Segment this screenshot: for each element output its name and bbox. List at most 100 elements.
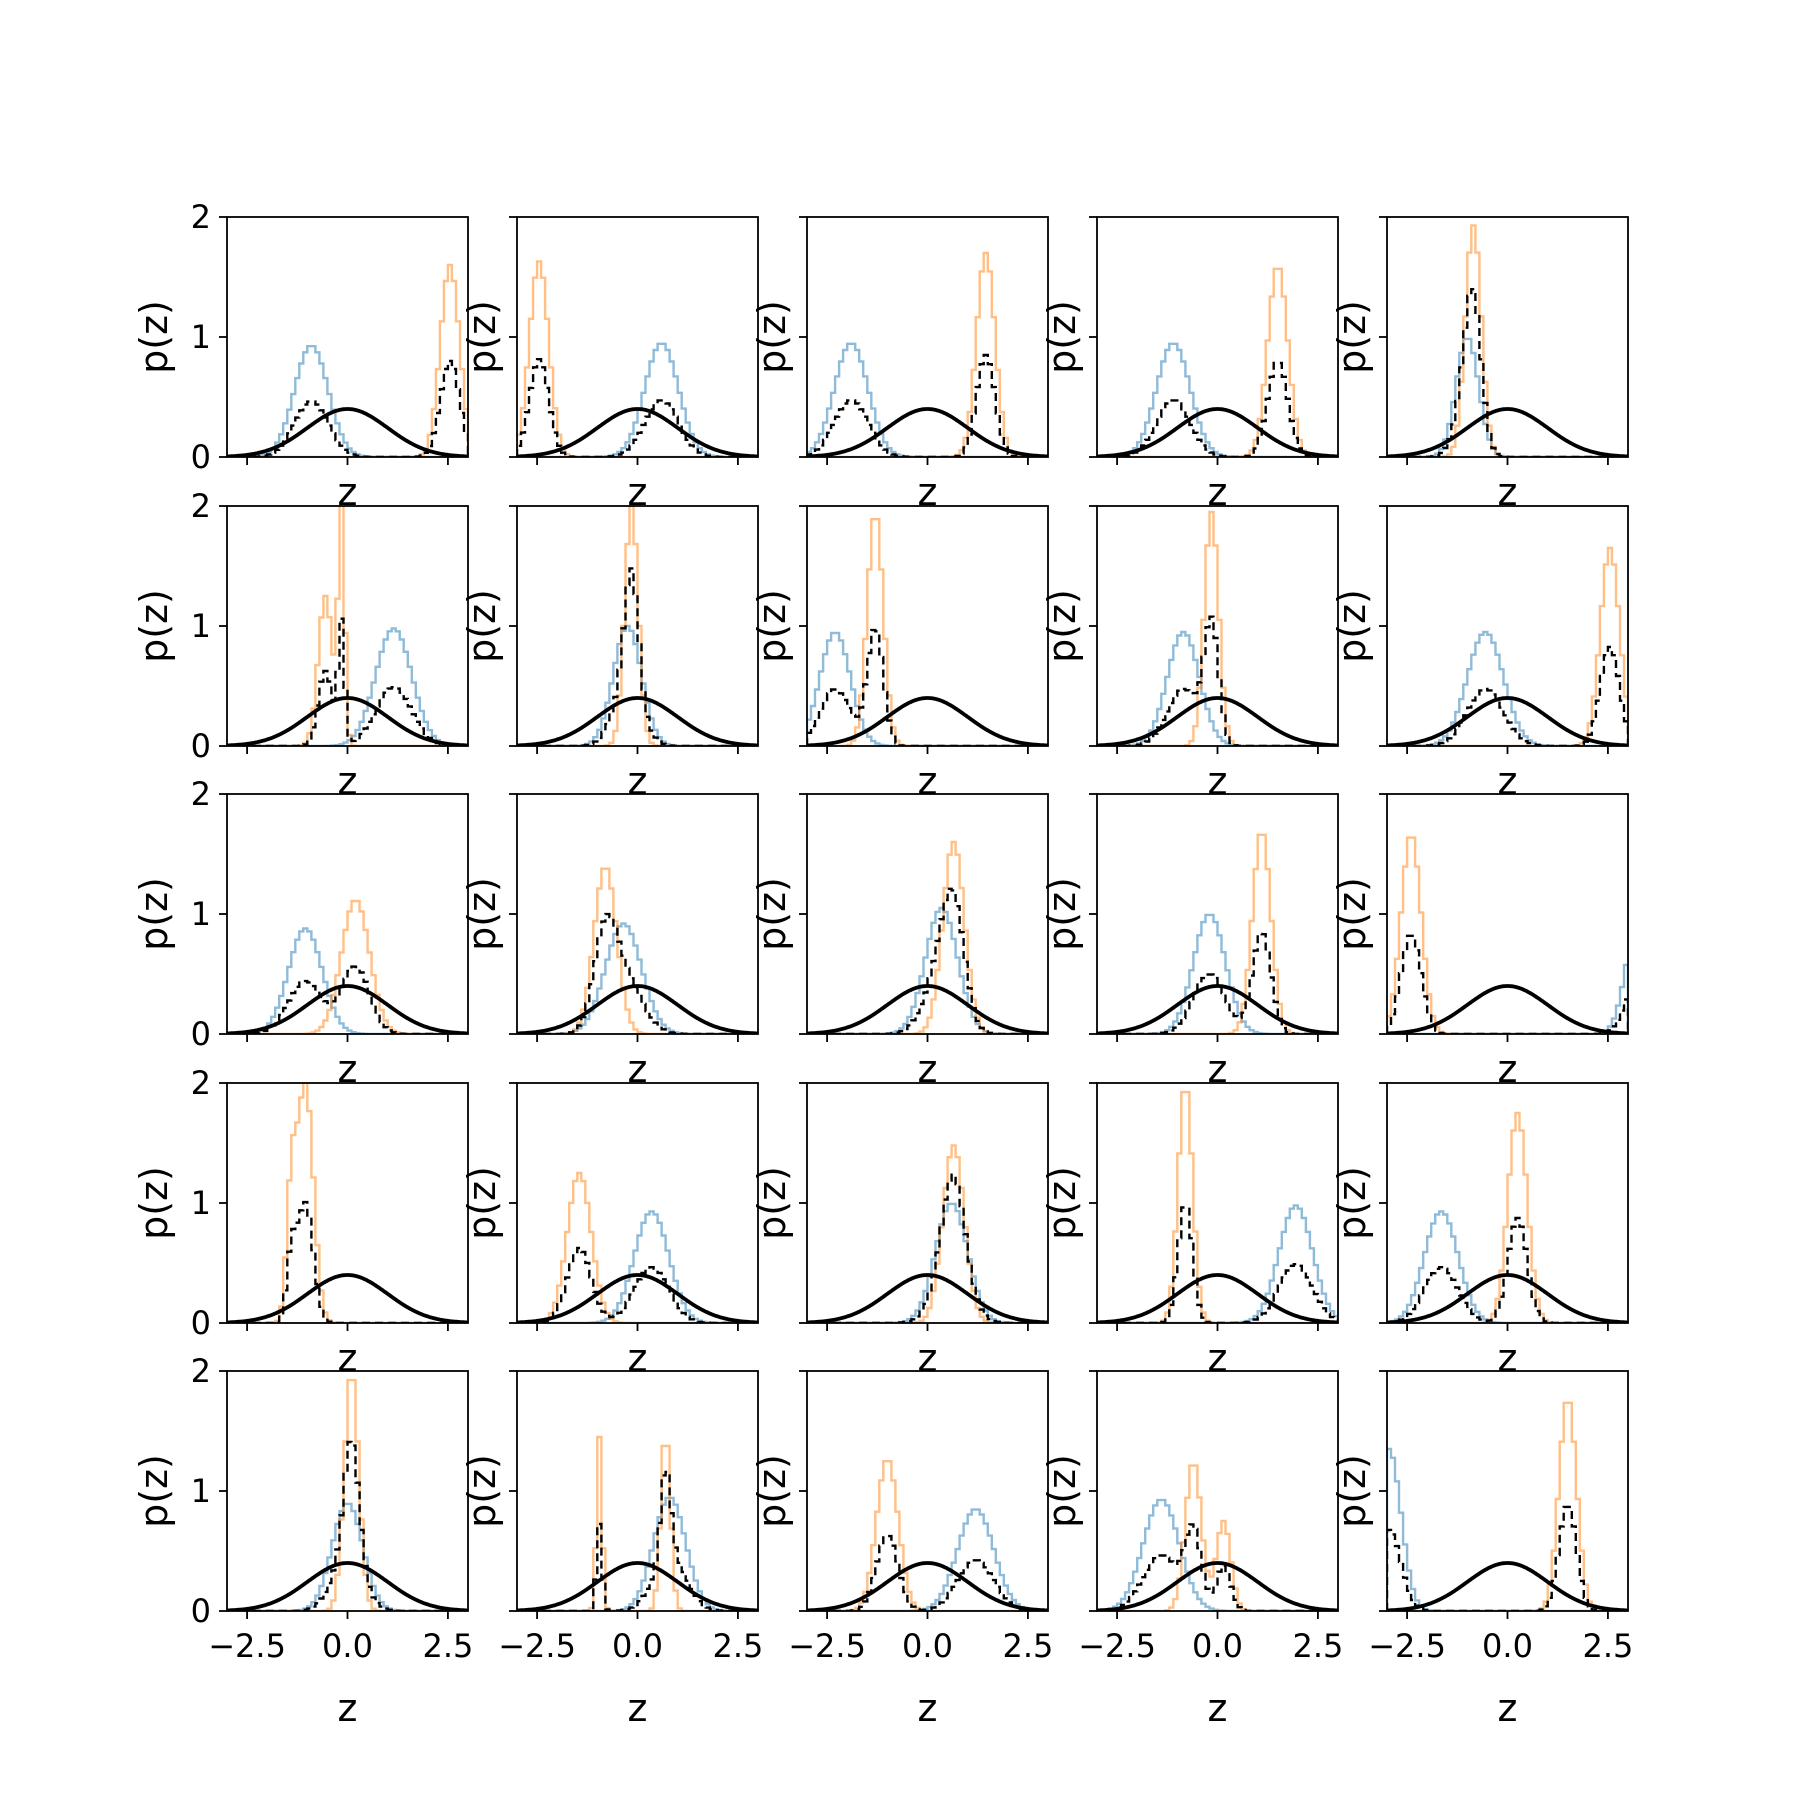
y-tick-label: 2: [191, 775, 211, 813]
y-axis-label: p(z): [1330, 589, 1374, 663]
mixture-histogram: [227, 359, 468, 457]
subplot-4-3: z p(z): [750, 1082, 1049, 1380]
y-axis-label: p(z): [1040, 1166, 1084, 1240]
plot-area: [517, 260, 758, 457]
orange-histogram: [517, 260, 758, 457]
mixture-histogram: [227, 617, 468, 746]
y-axis-label: p(z): [1330, 1454, 1374, 1528]
prior-curve: [1097, 1273, 1338, 1323]
mixture-histogram: [807, 1534, 1048, 1611]
subplot-2-4: z p(z): [1040, 505, 1339, 803]
x-tick-label: 0.0: [1482, 1627, 1533, 1665]
x-axis-label: z: [918, 1047, 938, 1091]
subplot-1-2: z p(z): [460, 216, 759, 514]
x-axis-label: z: [1498, 470, 1518, 514]
y-axis-label: p(z): [1330, 877, 1374, 951]
subplot-4-1: z 0 1 2 p(z): [132, 1064, 469, 1380]
y-axis-label: p(z): [1040, 300, 1084, 374]
y-tick-label: 0: [191, 727, 211, 765]
subplot-5-5: −2.5 0.0 2.5 z p(z): [1330, 1370, 1633, 1730]
y-axis-label: p(z): [1330, 1166, 1374, 1240]
x-axis-label: z: [338, 759, 358, 803]
y-axis-label: p(z): [132, 1166, 176, 1240]
mixture-histogram: [517, 1470, 758, 1611]
x-axis-label: z: [338, 470, 358, 514]
y-tick-label: 2: [191, 1352, 211, 1390]
prior-curve: [1387, 407, 1628, 457]
x-axis-label: z: [628, 470, 648, 514]
y-axis-label: p(z): [750, 1454, 794, 1528]
subplot-4-2: z p(z): [460, 1082, 759, 1380]
prior-curve: [517, 696, 758, 746]
prior-curve: [807, 696, 1048, 746]
prior-curve: [227, 696, 468, 746]
orange-histogram: [227, 506, 468, 746]
y-tick-label: 1: [191, 607, 211, 645]
x-axis-label: z: [628, 1686, 648, 1730]
plot-area: [1387, 546, 1628, 746]
prior-curve: [517, 1561, 758, 1611]
prior-curve: [1097, 984, 1338, 1034]
y-tick-label: 1: [191, 1472, 211, 1510]
y-axis-label: p(z): [132, 1454, 176, 1528]
y-axis-label: p(z): [1040, 1454, 1084, 1528]
y-tick-label: 0: [191, 1015, 211, 1053]
mixture-histogram: [1097, 1523, 1338, 1611]
mixture-histogram: [807, 628, 1048, 746]
blue-histogram: [227, 627, 468, 746]
mixture-histogram: [1097, 361, 1338, 457]
subplot-5-4: −2.5 0.0 2.5 z p(z): [1040, 1370, 1343, 1730]
x-axis-label: z: [628, 1336, 648, 1380]
prior-curve: [517, 1273, 758, 1323]
blue-histogram: [1387, 1447, 1628, 1611]
x-axis-label: z: [918, 1336, 938, 1380]
orange-histogram: [1097, 510, 1338, 746]
y-axis-label: p(z): [132, 589, 176, 663]
orange-histogram: [1387, 224, 1628, 457]
y-tick-label: 2: [191, 1064, 211, 1102]
y-axis-label: p(z): [460, 877, 504, 951]
y-axis-label: p(z): [750, 1166, 794, 1240]
orange-histogram: [1387, 836, 1628, 1034]
prior-curve: [807, 1273, 1048, 1323]
x-tick-label: 2.5: [1292, 1627, 1343, 1665]
x-tick-label: −2.5: [788, 1627, 866, 1665]
plot-area: [1097, 1464, 1338, 1611]
subplot-3-2: z p(z): [460, 793, 759, 1091]
x-axis-label: z: [1498, 1336, 1518, 1380]
x-axis-label: z: [628, 1047, 648, 1091]
y-axis-label: p(z): [1040, 877, 1084, 951]
prior-curve: [807, 1561, 1048, 1611]
prior-curve: [1097, 407, 1338, 457]
subplot-4-5: z p(z): [1330, 1082, 1629, 1380]
x-axis-label: z: [628, 759, 648, 803]
x-tick-label: 2.5: [422, 1627, 473, 1665]
y-axis-label: p(z): [1330, 300, 1374, 374]
blue-histogram: [807, 1508, 1048, 1611]
prior-curve: [517, 984, 758, 1034]
y-tick-label: 0: [191, 438, 211, 476]
orange-histogram: [1097, 1464, 1338, 1611]
y-tick-label: 2: [191, 198, 211, 236]
x-tick-label: 2.5: [712, 1627, 763, 1665]
y-axis-label: p(z): [460, 1166, 504, 1240]
x-axis-label: z: [1208, 1686, 1228, 1730]
prior-curve: [517, 407, 758, 457]
orange-histogram: [1387, 1111, 1628, 1323]
prior-curve: [1387, 1273, 1628, 1323]
prior-curve: [1387, 696, 1628, 746]
y-axis-label: p(z): [460, 1454, 504, 1528]
y-axis-label: p(z): [1040, 589, 1084, 663]
x-tick-label: −2.5: [1078, 1627, 1156, 1665]
x-axis-label: z: [918, 1686, 938, 1730]
mixture-histogram: [1387, 1216, 1628, 1323]
x-tick-label: 2.5: [1002, 1627, 1053, 1665]
subplot-5-3: −2.5 0.0 2.5 z p(z): [750, 1370, 1053, 1730]
blue-histogram: [1387, 1210, 1628, 1323]
blue-histogram: [1097, 1498, 1338, 1611]
subplot-1-5: z p(z): [1330, 216, 1629, 514]
x-tick-label: 0.0: [902, 1627, 953, 1665]
x-tick-label: 2.5: [1582, 1627, 1633, 1665]
y-axis-label: p(z): [750, 589, 794, 663]
